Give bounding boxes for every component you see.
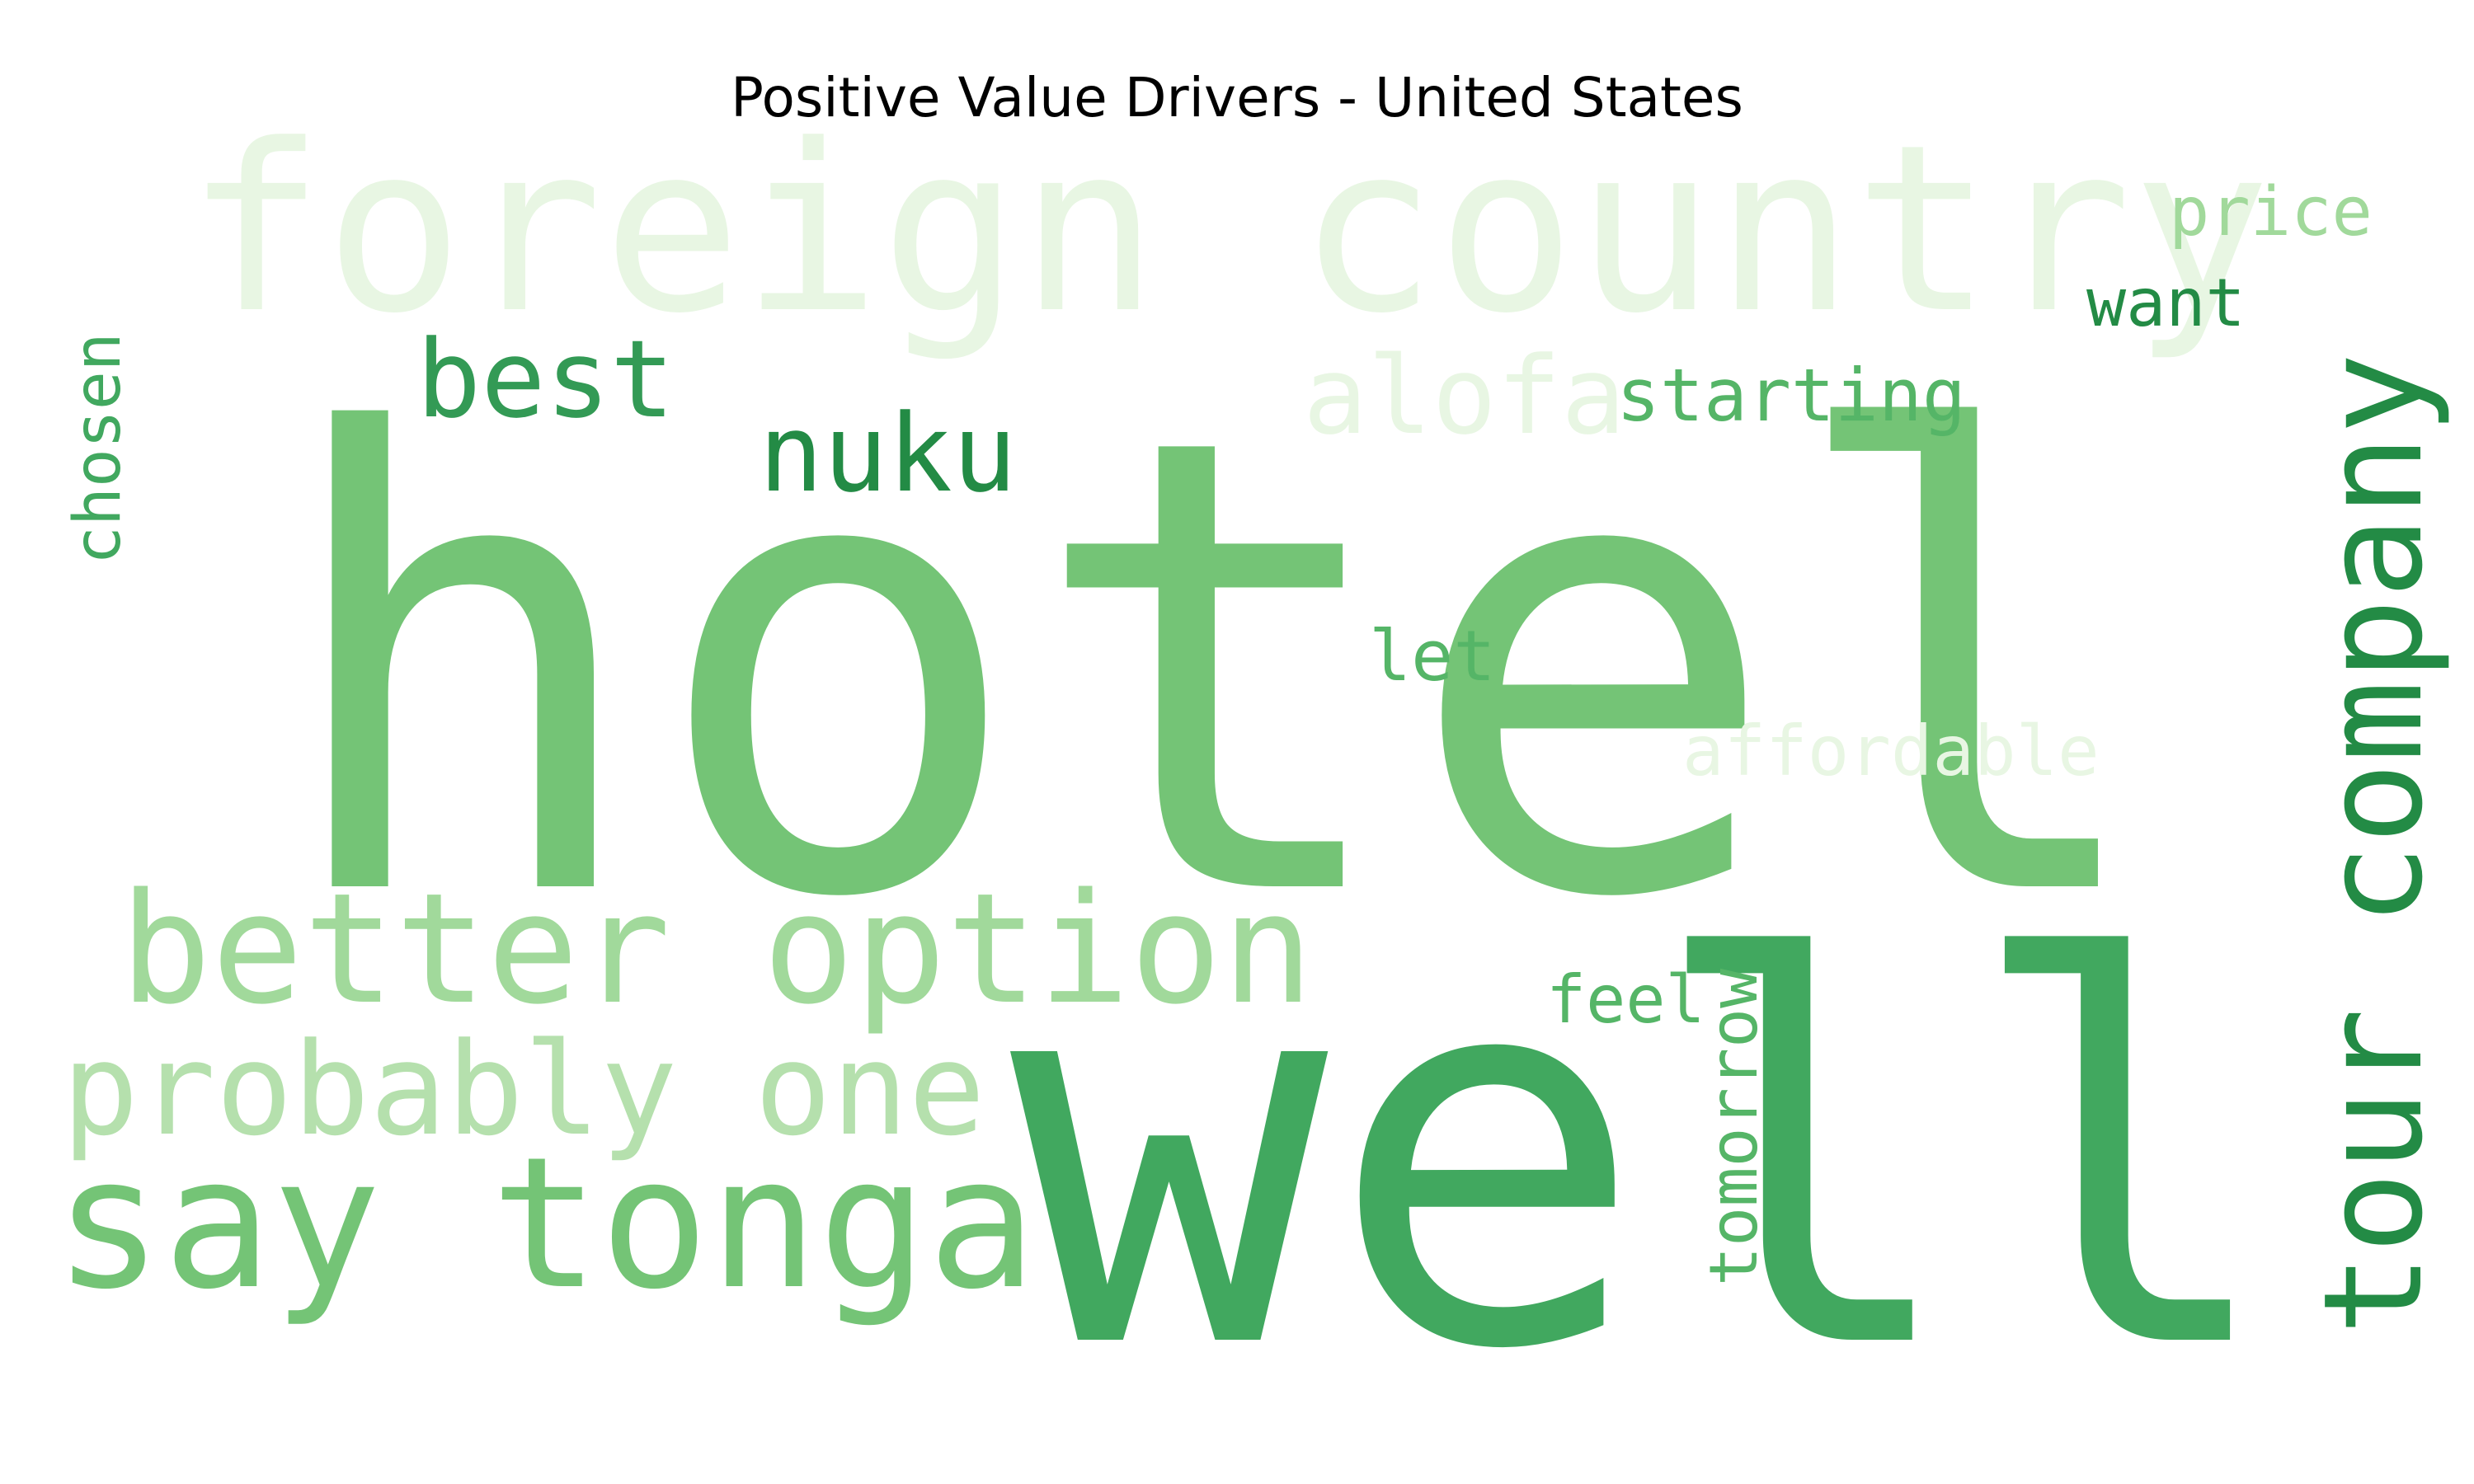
word-best: best [416,317,675,442]
word-probably-one: probably one [62,1015,985,1164]
word-say-tonga: say tonga [54,1118,1037,1329]
word-price: price [2169,173,2373,251]
word-want: want [2086,265,2246,341]
word-alofa: alofa [1303,333,1625,458]
word-well: well [1010,850,2281,1464]
word-better-option: better option [120,860,1314,1038]
word-hotel: hotel [272,306,2159,1035]
word-let: let [1369,616,1496,697]
word-chosen: chosen [61,332,135,565]
word-foreign-country: foreign country [186,96,2271,364]
word-affordable: affordable [1682,711,2100,791]
word-tour-company: tour company [2294,353,2453,1336]
word-starting: starting [1616,353,1966,438]
chart-title: Positive Value Drivers - United States [731,66,1743,129]
word-nuku: nuku [759,391,1017,516]
word-tomorrow: tomorrow [1696,968,1772,1286]
word-feel: feel [1546,961,1705,1038]
